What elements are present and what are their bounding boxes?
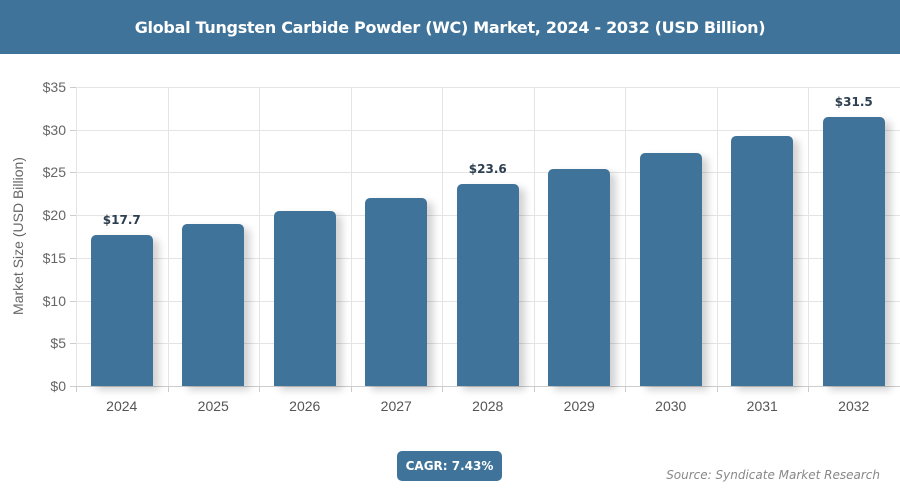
x-tick-label: 2030 (655, 398, 687, 414)
y-tick-label: $10 (42, 292, 66, 309)
chart-title: Global Tungsten Carbide Powder (WC) Mark… (134, 17, 766, 37)
bar-2027[interactable] (365, 198, 428, 386)
y-tick-mark (70, 87, 76, 88)
gridline-horizontal (76, 129, 900, 131)
gridline-vertical (76, 87, 77, 386)
y-tick-mark (70, 129, 76, 131)
x-tick-mark (533, 386, 535, 392)
x-tick-label: 2031 (746, 398, 778, 414)
bar-value-label: $23.6 (468, 162, 507, 177)
y-tick-label: $25 (42, 164, 66, 181)
bar-value-label: $17.7 (102, 212, 141, 227)
bar-2029[interactable] (548, 169, 611, 386)
cagr-badge: CAGR: 7.43% (397, 451, 502, 481)
gridline-vertical (259, 87, 260, 386)
y-tick-mark (70, 257, 76, 259)
x-tick-mark (625, 386, 626, 392)
x-tick-mark (716, 386, 718, 392)
y-tick-label: $5 (50, 335, 66, 352)
y-tick-mark (70, 386, 76, 387)
x-tick-mark (76, 386, 77, 392)
x-tick-mark (808, 386, 809, 392)
gridline-vertical (533, 87, 535, 386)
source-note: Source: Syndicate Market Research (666, 468, 880, 482)
gridline-vertical (716, 87, 718, 386)
x-tick-label: 2028 (472, 398, 504, 414)
x-tick-label: 2025 (197, 398, 229, 414)
bar-2025[interactable] (182, 223, 245, 386)
y-tick-mark (70, 172, 76, 174)
y-axis-label: Market Size (USD Billion) (10, 157, 26, 315)
gridline-vertical (350, 87, 352, 386)
bar-2030[interactable] (639, 152, 702, 386)
y-tick-label: $0 (50, 378, 66, 394)
gridline-horizontal (76, 87, 900, 88)
plot-area: $0 $5 $10 $15 $20 $25 $30 $35 2024 $17.7 2025 2026 2… (43, 79, 900, 414)
y-tick-mark (70, 343, 76, 345)
x-tick-mark (259, 386, 260, 392)
gridline-vertical (625, 87, 626, 386)
chart-header: Global Tungsten Carbide Powder (WC) Mark… (0, 0, 900, 54)
y-tick-mark (70, 300, 76, 302)
bar-2031[interactable] (731, 135, 794, 386)
x-tick-mark (442, 386, 443, 392)
x-tick-label: 2027 (380, 398, 412, 414)
x-tick-label: 2032 (838, 398, 870, 414)
x-tick-label: 2026 (289, 398, 321, 414)
bar-2028[interactable] (456, 184, 519, 386)
x-axis-line (76, 386, 900, 387)
bar-2026[interactable] (273, 210, 336, 386)
y-tick-label: $35 (42, 79, 66, 95)
x-tick-mark (167, 386, 169, 392)
bar-value-label: $31.5 (834, 94, 873, 109)
gridline-vertical (442, 87, 443, 386)
x-tick-mark (350, 386, 352, 392)
gridline-horizontal (76, 172, 900, 174)
bar-2032[interactable] (822, 116, 885, 386)
y-tick-label: $15 (42, 249, 66, 266)
x-tick-label: 2029 (563, 398, 595, 414)
y-tick-label: $30 (42, 121, 66, 138)
y-tick-mark (70, 215, 76, 217)
bar-2024[interactable] (90, 234, 153, 386)
y-tick-label: $20 (42, 207, 66, 224)
x-tick-label: 2024 (106, 398, 138, 414)
gridline-vertical (808, 87, 809, 386)
gridline-vertical (167, 87, 169, 386)
